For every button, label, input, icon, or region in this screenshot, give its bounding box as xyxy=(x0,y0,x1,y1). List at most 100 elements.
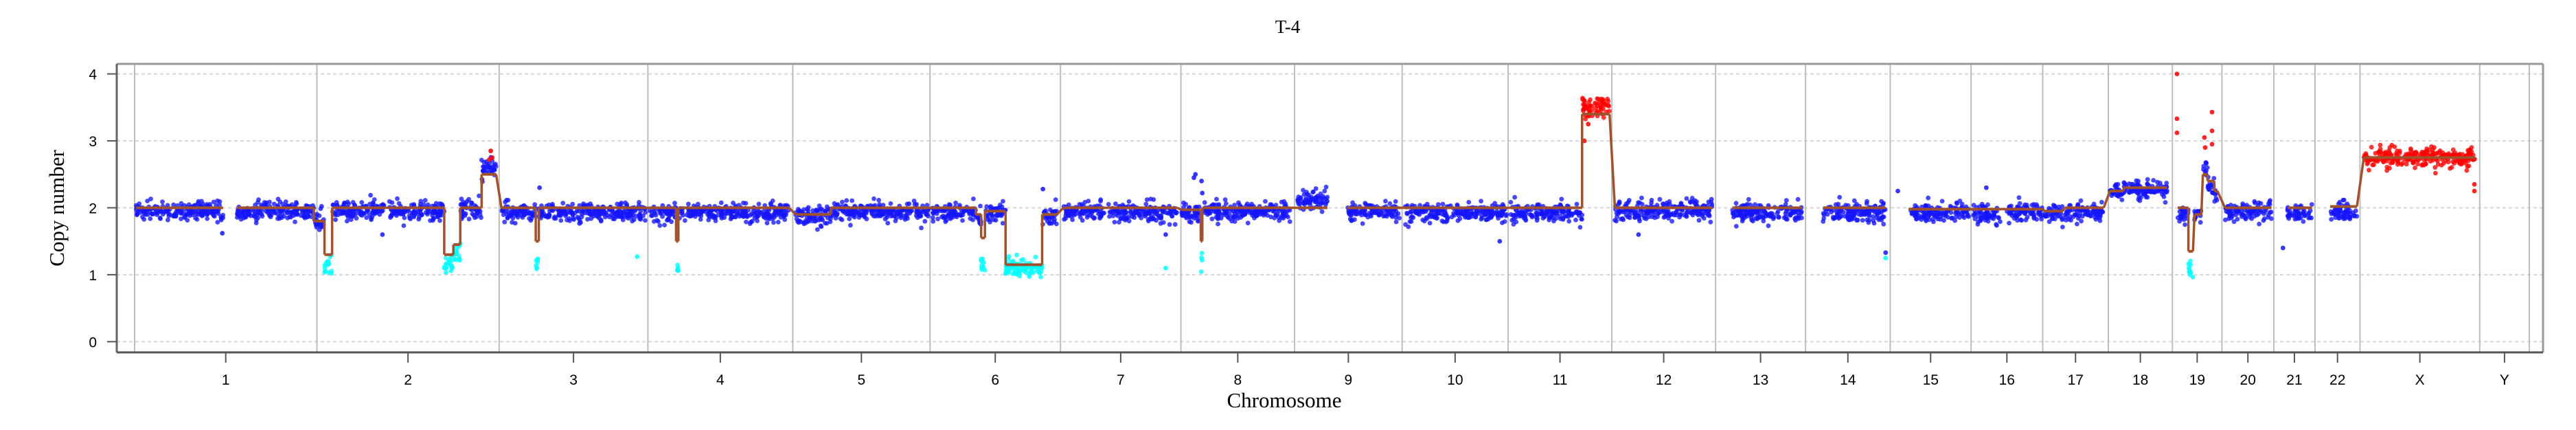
data-point xyxy=(2231,219,2237,225)
data-point xyxy=(2187,269,2193,275)
data-point xyxy=(560,212,565,216)
data-point xyxy=(1216,212,1221,218)
data-point xyxy=(1709,196,1714,202)
data-point xyxy=(2465,148,2471,153)
data-point xyxy=(1117,220,1121,225)
data-point xyxy=(880,212,886,216)
data-point xyxy=(1466,200,1472,205)
data-point xyxy=(710,215,716,220)
data-point xyxy=(166,217,170,223)
data-point xyxy=(775,220,781,225)
data-point xyxy=(2201,163,2207,169)
data-point xyxy=(1574,201,1580,207)
data-point xyxy=(1183,202,1189,207)
segment-connector xyxy=(2216,190,2226,209)
data-point xyxy=(2135,190,2141,196)
data-point xyxy=(672,201,677,206)
data-point xyxy=(1983,185,1989,190)
data-point xyxy=(2209,128,2215,133)
data-point xyxy=(2256,200,2261,205)
data-point xyxy=(1423,209,1428,214)
data-point xyxy=(1139,216,1143,220)
data-point xyxy=(2143,192,2147,197)
data-point xyxy=(1040,186,1046,192)
data-point xyxy=(729,209,735,214)
data-point xyxy=(2071,214,2076,219)
data-point xyxy=(1580,216,1584,222)
data-point xyxy=(1183,214,1189,219)
segment-connector xyxy=(788,207,797,216)
data-point xyxy=(1606,104,1612,109)
data-point xyxy=(367,212,372,218)
data-point xyxy=(1595,96,1600,102)
data-point xyxy=(1791,210,1797,214)
data-point xyxy=(980,256,985,262)
data-point xyxy=(1106,202,1111,207)
data-point xyxy=(1636,200,1641,205)
x-tick-label: 7 xyxy=(1117,372,1125,388)
data-point xyxy=(657,223,663,228)
data-point xyxy=(2378,146,2383,152)
data-point xyxy=(1871,218,1876,223)
data-point xyxy=(1404,211,1410,216)
data-point xyxy=(635,254,640,260)
data-point xyxy=(2013,214,2018,218)
data-point xyxy=(1858,208,1863,214)
data-point xyxy=(999,204,1005,210)
data-point xyxy=(869,210,874,215)
data-point xyxy=(1387,201,1393,206)
data-point xyxy=(341,202,346,207)
data-point xyxy=(502,219,508,225)
data-point xyxy=(1250,213,1255,218)
data-point xyxy=(340,210,345,215)
data-point xyxy=(2202,135,2207,140)
data-point xyxy=(1636,232,1641,237)
data-point xyxy=(686,201,691,207)
x-tick-label: 1 xyxy=(222,372,230,388)
data-point xyxy=(647,208,652,214)
data-point xyxy=(2364,161,2370,167)
data-point xyxy=(2470,152,2476,158)
y-tick-label: 4 xyxy=(89,67,97,83)
data-point xyxy=(1895,188,1900,194)
data-point xyxy=(1823,208,1829,214)
data-point xyxy=(888,201,893,206)
data-point xyxy=(1983,215,1988,220)
data-point xyxy=(1193,172,1198,177)
data-point xyxy=(2240,201,2246,206)
data-point xyxy=(1972,216,1978,221)
data-point xyxy=(375,209,380,214)
data-point xyxy=(931,218,936,224)
data-point xyxy=(173,214,179,219)
data-point xyxy=(315,212,320,217)
data-point xyxy=(1199,251,1205,256)
data-point xyxy=(293,200,299,205)
x-tick-label: 14 xyxy=(1840,372,1856,388)
data-point xyxy=(2253,201,2257,205)
data-point xyxy=(1606,99,1611,104)
data-point xyxy=(2212,199,2218,204)
data-point xyxy=(1943,211,1948,216)
data-point xyxy=(2437,148,2443,153)
data-point xyxy=(814,227,820,232)
data-point xyxy=(904,201,910,207)
data-point xyxy=(477,193,481,199)
data-point xyxy=(808,216,814,221)
data-point xyxy=(2229,203,2233,207)
data-point xyxy=(1479,216,1484,222)
data-point xyxy=(271,201,277,207)
data-point xyxy=(643,218,648,223)
x-tick-label: 8 xyxy=(1234,372,1242,388)
data-point xyxy=(408,216,413,221)
data-point xyxy=(2164,181,2169,185)
data-point xyxy=(1573,217,1578,223)
data-point xyxy=(1235,216,1240,221)
data-point xyxy=(457,253,461,259)
data-point xyxy=(1107,214,1112,219)
data-point xyxy=(490,155,495,160)
data-point xyxy=(2285,213,2290,218)
data-point xyxy=(488,165,492,170)
data-point xyxy=(1746,196,1751,202)
data-point xyxy=(978,203,983,209)
data-point xyxy=(1079,202,1084,207)
